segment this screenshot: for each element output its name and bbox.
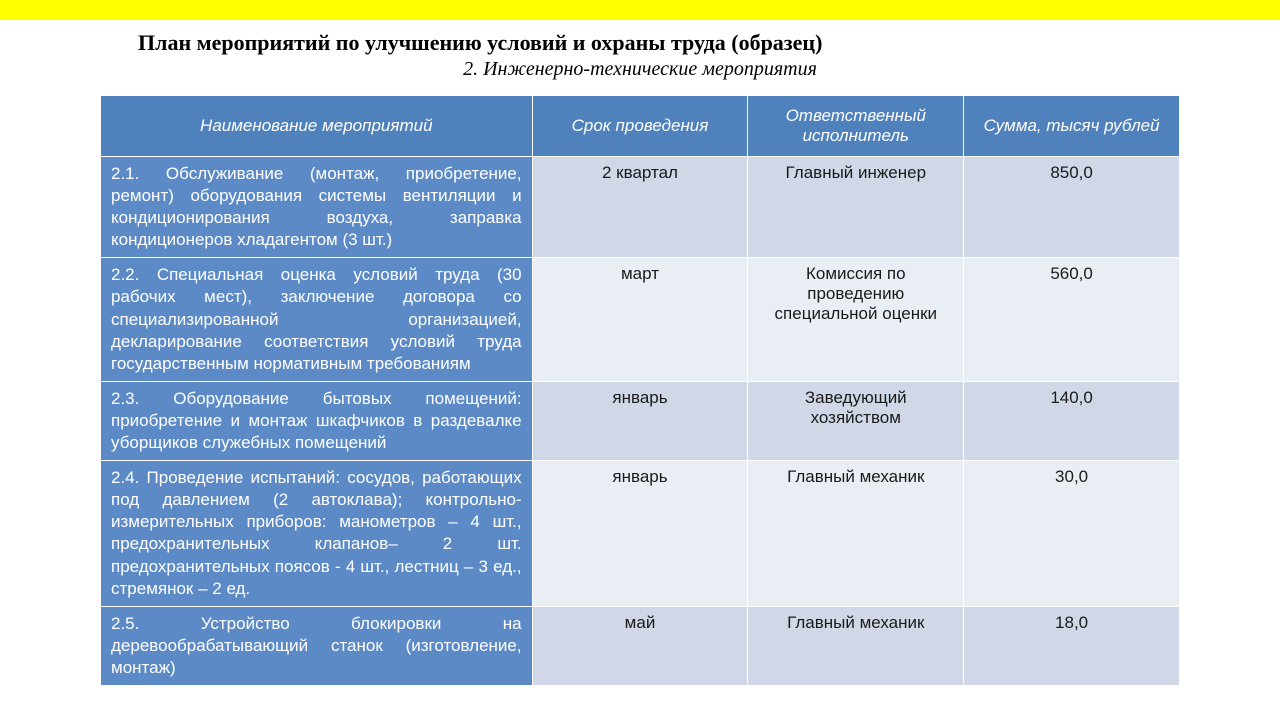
cell-amount: 140,0 bbox=[964, 381, 1180, 460]
cell-responsible: Главный механик bbox=[748, 461, 964, 607]
table-row: 2.2. Специальная оценка условий труда (3… bbox=[101, 258, 1180, 381]
cell-responsible: Комиссия по проведению специальной оценк… bbox=[748, 258, 964, 381]
cell-name: 2.1. Обслуживание (монтаж, приобретение,… bbox=[101, 157, 533, 258]
page-subtitle: 2. Инженерно-технические мероприятия bbox=[100, 58, 1180, 81]
col-header-responsible: Ответственный исполнитель bbox=[748, 96, 964, 157]
cell-term: май bbox=[532, 606, 748, 685]
cell-term: январь bbox=[532, 461, 748, 607]
cell-amount: 18,0 bbox=[964, 606, 1180, 685]
table-header-row: Наименование мероприятий Срок проведения… bbox=[101, 96, 1180, 157]
cell-amount: 850,0 bbox=[964, 157, 1180, 258]
cell-amount: 560,0 bbox=[964, 258, 1180, 381]
activities-table: Наименование мероприятий Срок проведения… bbox=[100, 95, 1180, 686]
cell-name: 2.3. Оборудование бытовых помещений: при… bbox=[101, 381, 533, 460]
table-row: 2.5. Устройство блокировки на деревообра… bbox=[101, 606, 1180, 685]
table-body: 2.1. Обслуживание (монтаж, приобретение,… bbox=[101, 157, 1180, 686]
cell-responsible: Заведующий хозяйством bbox=[748, 381, 964, 460]
cell-responsible: Главный механик bbox=[748, 606, 964, 685]
table-row: 2.1. Обслуживание (монтаж, приобретение,… bbox=[101, 157, 1180, 258]
cell-name: 2.2. Специальная оценка условий труда (3… bbox=[101, 258, 533, 381]
cell-responsible: Главный инженер bbox=[748, 157, 964, 258]
top-accent-bar bbox=[0, 0, 1280, 20]
cell-term: 2 квартал bbox=[532, 157, 748, 258]
cell-amount: 30,0 bbox=[964, 461, 1180, 607]
page-title: План мероприятий по улучшению условий и … bbox=[138, 30, 1180, 56]
table-row: 2.4. Проведение испытаний: сосудов, рабо… bbox=[101, 461, 1180, 607]
col-header-term: Срок проведения bbox=[532, 96, 748, 157]
cell-name: 2.5. Устройство блокировки на деревообра… bbox=[101, 606, 533, 685]
page-container: План мероприятий по улучшению условий и … bbox=[0, 30, 1280, 686]
table-row: 2.3. Оборудование бытовых помещений: при… bbox=[101, 381, 1180, 460]
cell-term: март bbox=[532, 258, 748, 381]
cell-name: 2.4. Проведение испытаний: сосудов, рабо… bbox=[101, 461, 533, 607]
col-header-name: Наименование мероприятий bbox=[101, 96, 533, 157]
col-header-amount: Сумма, тысяч рублей bbox=[964, 96, 1180, 157]
cell-term: январь bbox=[532, 381, 748, 460]
